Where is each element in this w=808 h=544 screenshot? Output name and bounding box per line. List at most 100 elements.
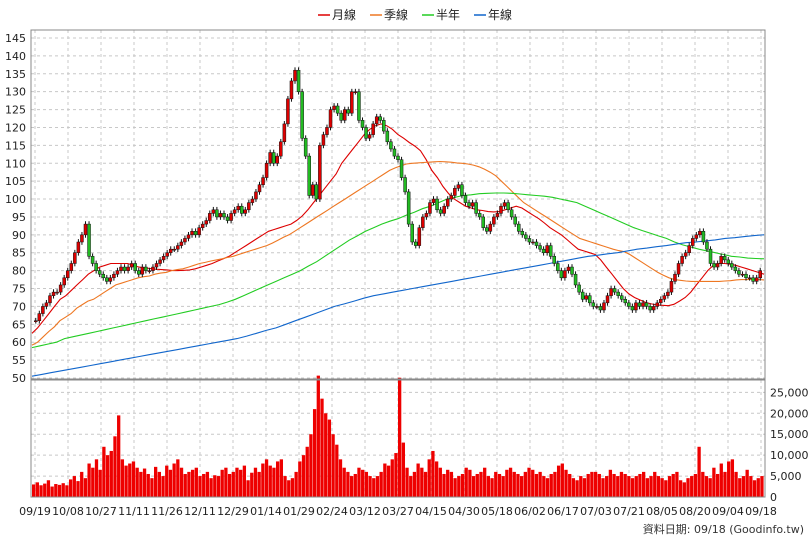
- volume-bar: [364, 471, 369, 497]
- candle-body: [389, 141, 393, 150]
- candle-body: [126, 266, 130, 271]
- volume-bar: [715, 473, 720, 497]
- volume-tick-label: 10,000: [770, 449, 808, 462]
- candle-body: [247, 202, 251, 211]
- volume-bar: [209, 478, 213, 497]
- volume-bar: [294, 471, 298, 497]
- volume-bars: [32, 375, 764, 497]
- volume-bar: [124, 465, 128, 497]
- candle-body: [673, 273, 677, 282]
- volume-bar: [54, 484, 58, 497]
- candle-body: [634, 302, 638, 311]
- volume-bar: [701, 471, 705, 497]
- candle-body: [357, 91, 361, 121]
- volume-bar: [601, 478, 605, 497]
- candle-body: [158, 259, 162, 264]
- volume-bar: [128, 463, 132, 497]
- candle-body: [353, 91, 358, 93]
- volume-bar: [420, 467, 424, 497]
- candle-body: [268, 152, 272, 164]
- candle-body: [172, 248, 177, 251]
- price-tick-label: 120: [5, 121, 26, 134]
- price-tick-label: 55: [12, 354, 26, 367]
- candle-body: [659, 299, 663, 304]
- volume-bar: [423, 471, 428, 497]
- candle-body: [190, 231, 194, 236]
- volume-bar: [490, 478, 494, 497]
- volume-bar: [202, 473, 206, 497]
- candle-body: [669, 281, 674, 293]
- price-tick-label: 50: [12, 372, 26, 385]
- candle-body: [403, 177, 407, 193]
- candle-body: [215, 209, 219, 218]
- volume-bar: [586, 473, 590, 497]
- candle-body: [37, 313, 42, 321]
- candle-body: [428, 202, 432, 214]
- volume-bar: [287, 480, 291, 497]
- price-tick-label: 95: [12, 211, 26, 224]
- volume-bar: [394, 453, 398, 497]
- volume-bar: [749, 476, 753, 497]
- legend-label: 季線: [384, 7, 408, 22]
- candle-body: [506, 202, 510, 211]
- candle-body: [573, 273, 578, 286]
- candle-body: [94, 263, 98, 271]
- date-tick-label: 10/08: [52, 505, 84, 518]
- volume-bar: [671, 473, 675, 497]
- candle-body: [666, 291, 670, 296]
- volume-bar: [612, 473, 616, 497]
- price-tick-label: 90: [12, 229, 26, 242]
- candle-body: [495, 213, 500, 218]
- candle-body: [691, 238, 695, 246]
- legend-label: 月線: [332, 7, 356, 22]
- candle-body: [548, 245, 553, 257]
- volume-bar: [697, 446, 701, 497]
- candle-body: [119, 266, 123, 271]
- candle-body: [396, 155, 400, 160]
- candle-body: [463, 195, 468, 203]
- volume-bar: [582, 478, 587, 497]
- date-tick-label: 04/30: [448, 505, 480, 518]
- volume-bar: [442, 473, 446, 497]
- candle-body: [264, 163, 269, 178]
- candle-body: [186, 234, 191, 239]
- candle-body: [509, 209, 514, 218]
- candle-body: [648, 306, 652, 311]
- date-tick-label: 06/17: [547, 505, 579, 518]
- volume-tick-label: 5,000: [770, 470, 802, 483]
- volume-bar: [190, 469, 195, 497]
- volume-bar: [390, 459, 394, 497]
- volume-bar: [50, 486, 54, 497]
- candle-body: [456, 184, 461, 189]
- ma-line: [31, 234, 765, 377]
- candle-body: [733, 266, 738, 271]
- candle-body: [275, 155, 280, 164]
- price-plot-frame: [30, 29, 766, 380]
- candle-body: [726, 259, 731, 264]
- candle-body: [655, 302, 659, 307]
- volume-bar: [494, 471, 498, 497]
- volume-bar: [664, 480, 668, 497]
- volume-bar: [416, 463, 420, 497]
- volume-bar: [453, 478, 457, 497]
- volume-bar: [305, 446, 309, 497]
- volume-bar: [457, 476, 461, 497]
- price-tick-label: 145: [5, 32, 26, 45]
- candle-body: [296, 69, 301, 92]
- candle-body: [321, 134, 326, 146]
- candle-body: [694, 234, 699, 239]
- price-tick-label: 105: [5, 175, 26, 188]
- volume-bar: [634, 476, 638, 497]
- volume-bar: [449, 471, 454, 497]
- candle-body: [307, 155, 311, 196]
- price-tick-label: 60: [12, 336, 26, 349]
- candle-body: [570, 266, 574, 275]
- volume-bar: [72, 476, 76, 497]
- candle-body: [467, 202, 471, 207]
- candle-body: [438, 209, 443, 214]
- volume-bar: [460, 473, 465, 497]
- volume-bar: [276, 461, 280, 497]
- volume-bar: [645, 478, 649, 497]
- volume-bar: [187, 471, 191, 497]
